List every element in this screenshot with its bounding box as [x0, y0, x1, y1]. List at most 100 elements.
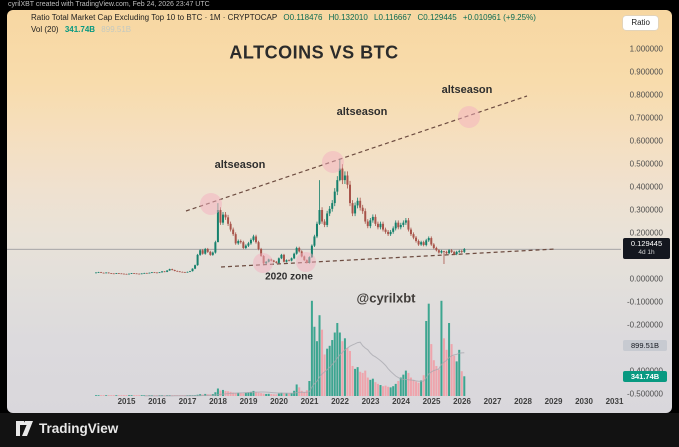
- volume-bar: [394, 383, 397, 396]
- candle-body: [407, 220, 410, 230]
- volume-bar: [214, 392, 217, 396]
- volume-bar: [308, 380, 311, 396]
- candle-body: [199, 250, 202, 255]
- volume-bar: [430, 344, 433, 396]
- highlight-circle: [296, 252, 316, 272]
- price-tick: 1.000000: [629, 44, 663, 54]
- highlight-circle: [200, 193, 222, 215]
- last-price-box: 0.129445 4d 1h: [623, 238, 670, 259]
- candle-body: [445, 251, 448, 254]
- year-tick: 2029: [544, 397, 563, 406]
- ohlc-high: H0.132010: [328, 13, 368, 22]
- volume-bar: [440, 300, 443, 396]
- candle-body: [260, 249, 263, 256]
- candle-body: [249, 239, 252, 244]
- price-tick: -0.500000: [626, 389, 663, 399]
- candle-body: [102, 272, 105, 274]
- volume-bar: [105, 395, 108, 396]
- candle-body: [288, 260, 291, 261]
- price-tick: 0.200000: [629, 228, 663, 238]
- candle-body: [382, 223, 385, 230]
- candle-body: [117, 273, 120, 274]
- candle-body: [326, 213, 329, 225]
- volume-bar: [437, 369, 440, 396]
- volume-bar: [399, 377, 402, 396]
- candle-body: [176, 270, 179, 272]
- volume-bar: [389, 387, 392, 396]
- volume-bar: [404, 370, 407, 396]
- volume-bar: [315, 341, 318, 396]
- candle-body: [153, 272, 156, 274]
- volume-bar: [318, 315, 321, 396]
- ratio-button[interactable]: Ratio: [623, 16, 658, 30]
- candle-body: [295, 247, 298, 254]
- candle-body: [415, 237, 418, 242]
- candle-body: [186, 271, 189, 273]
- ohlc-low: L0.116667: [374, 13, 412, 22]
- volume-bar: [285, 393, 288, 396]
- volume-bar: [427, 303, 430, 396]
- volume-bar: [232, 392, 235, 396]
- volume-bar: [249, 391, 252, 396]
- candle-body: [379, 223, 382, 228]
- candle-body: [275, 261, 278, 263]
- candle-body: [280, 254, 283, 259]
- volume-bar: [262, 393, 265, 396]
- volume-bar: [272, 394, 275, 396]
- symbol-legend[interactable]: Ratio Total Market Cap Excluding Top 10 …: [31, 13, 540, 22]
- volume-bar: [247, 392, 250, 396]
- volume-bar: [460, 371, 463, 396]
- change-value: +0.010961 (+9.25%): [462, 13, 536, 22]
- candle-body: [435, 247, 438, 251]
- candle-body: [442, 250, 445, 252]
- tradingview-logo-icon: [16, 421, 33, 436]
- price-chart[interactable]: [7, 10, 672, 413]
- year-tick: 2030: [575, 397, 593, 406]
- volume-bar: [280, 392, 283, 396]
- candle-body: [331, 203, 334, 209]
- volume-bar: [110, 395, 113, 396]
- volume-current-value: 341.74B: [64, 25, 96, 34]
- year-tick: 2020: [270, 397, 288, 406]
- candle-body: [178, 271, 181, 273]
- candle-body: [394, 222, 397, 229]
- candle-body: [282, 254, 285, 262]
- volume-bar: [257, 392, 260, 396]
- candle-body: [338, 168, 341, 181]
- volume-bar: [242, 393, 245, 396]
- candle-body: [227, 217, 230, 224]
- candle-body: [216, 210, 219, 243]
- volume-bar: [328, 345, 331, 396]
- volume-bar: [346, 348, 349, 396]
- volume-bar: [354, 368, 357, 396]
- candle-body: [173, 270, 176, 271]
- volume-bar: [417, 382, 420, 396]
- volume-bar: [135, 395, 138, 396]
- trendline[interactable]: [185, 95, 528, 212]
- symbol-title: Ratio Total Market Cap Excluding Top 10 …: [31, 13, 278, 22]
- volume-bar: [392, 386, 395, 396]
- candle-body: [453, 251, 456, 255]
- tradingview-logo[interactable]: TradingView: [16, 421, 118, 436]
- volume-current-badge: 341.74B: [623, 371, 667, 382]
- volume-bar: [455, 361, 458, 396]
- volume-ma-badge: 899.51B: [623, 340, 667, 351]
- candle-body: [138, 273, 141, 275]
- candle-body: [140, 273, 143, 275]
- volume-bar: [397, 380, 400, 396]
- year-tick: 2027: [483, 397, 502, 406]
- candle-body: [211, 252, 214, 255]
- volume-bar: [415, 381, 418, 396]
- volume-bar: [112, 395, 115, 396]
- price-tick: 0.600000: [629, 136, 663, 146]
- volume-bar: [379, 385, 382, 396]
- candle-body: [399, 224, 402, 228]
- altseason-label-3: altseason: [441, 84, 493, 96]
- volume-bar: [277, 393, 280, 396]
- volume-legend[interactable]: Vol (20) 341.74B 899.51B: [31, 25, 135, 34]
- volume-bar: [95, 395, 97, 396]
- candle-body: [115, 273, 118, 274]
- volume-bar: [371, 378, 374, 396]
- year-tick: 2031: [605, 397, 624, 406]
- candle-body: [222, 214, 224, 223]
